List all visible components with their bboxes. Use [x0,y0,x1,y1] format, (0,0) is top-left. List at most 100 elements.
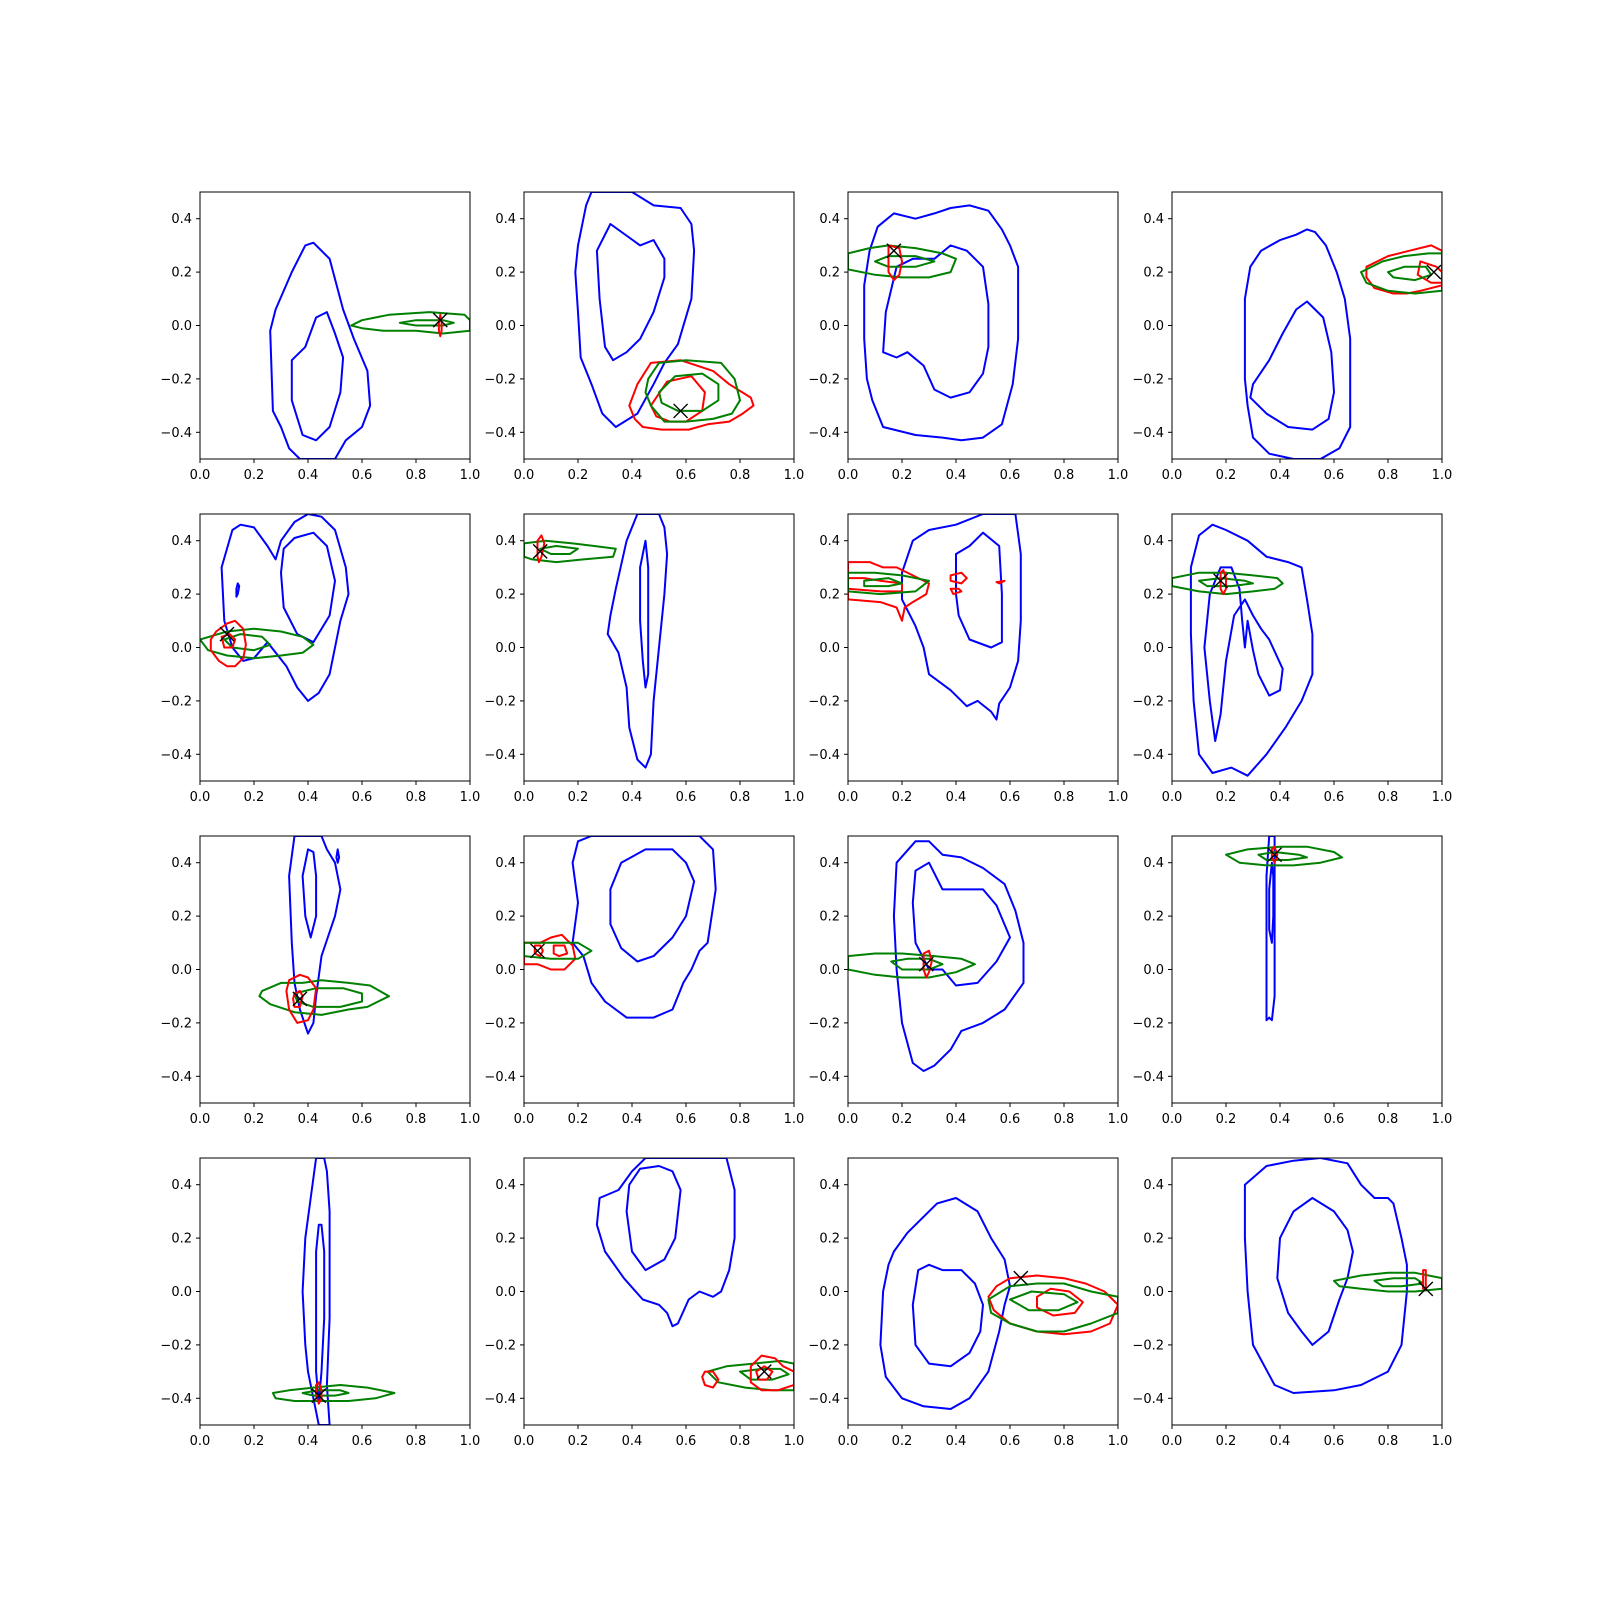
y-tick-label: 0.0 [171,963,192,978]
x-tick-label: 1.0 [460,468,481,483]
x-tick-label: 0.2 [568,790,589,805]
x-tick-label: 1.0 [1108,1112,1129,1127]
x-marker [918,956,934,972]
x-tick-label: 0.8 [730,790,751,805]
x-tick-label: 0.6 [352,468,373,483]
contour-green-3 [1225,845,1344,867]
y-tick-label: −0.4 [808,1070,840,1085]
x-tick-label: 0.8 [1378,1434,1399,1449]
x-tick-label: 0.4 [298,1434,319,1449]
y-tick-label: 0.4 [819,212,840,227]
y-tick-label: −0.2 [160,1338,192,1353]
y-tick-label: −0.4 [1132,1070,1164,1085]
contour-blue-2 [639,539,650,689]
contour-red-4 [1416,260,1442,284]
y-tick-label: 0.4 [495,212,516,227]
x-tick-label: 0.6 [676,790,697,805]
x-marker [1213,573,1229,589]
contour-green-3 [706,1359,794,1392]
contour-blue-1 [1243,228,1352,459]
x-marker [532,543,548,559]
x-tick-label: 0.4 [622,1434,643,1449]
x-tick-label: 0.4 [622,1112,643,1127]
x-tick-label: 0.8 [406,1434,427,1449]
contour-red-6 [285,973,318,1024]
x-tick-label: 0.2 [244,1112,265,1127]
plot-area [848,204,1020,442]
x-tick-label: 0.6 [676,468,697,483]
contour-red-4 [848,577,903,593]
contour-green-4 [1257,851,1308,861]
x-tick-label: 0.4 [298,790,319,805]
y-tick-label: 0.4 [819,1178,840,1193]
x-tick-label: 0.6 [1324,1112,1345,1127]
contour-blue-3 [235,582,241,598]
contour-green-3 [524,539,617,564]
x-tick-label: 0.6 [676,1434,697,1449]
x-tick-label: 0.8 [730,1112,751,1127]
x-tick-label: 1.0 [784,1434,805,1449]
contour-blue-1 [220,514,350,702]
x-tick-label: 0.6 [1324,790,1345,805]
x-tick-label: 0.2 [568,1112,589,1127]
contour-red-4 [533,944,544,958]
y-tick-label: 0.0 [819,1285,840,1300]
contour-blue-1 [901,514,1022,721]
x-tick-label: 0.4 [946,790,967,805]
x-tick-label: 0.4 [622,468,643,483]
contour-red-3 [848,561,930,622]
x-tick-label: 1.0 [784,1112,805,1127]
x-tick-label: 0.2 [244,790,265,805]
contour-blue-2 [609,848,696,963]
x-tick-label: 0.6 [1324,1434,1345,1449]
x-tick-label: 0.0 [1162,1112,1183,1127]
y-tick-label: −0.4 [160,748,192,763]
contour-blue-1 [879,1197,1011,1410]
subplot-1: 0.0 0.2 0.4 0.6 0.8 1.0 −0.4 −0.2 0.0 0.2 0.4 [160,191,481,483]
contour-blue-2 [280,531,336,644]
y-tick-label: 0.0 [495,319,516,334]
subplot-9: 0.0 0.2 0.4 0.6 0.8 1.0 −0.4 −0.2 0.0 0.2 0.4 [160,835,480,1127]
y-tick-label: −0.2 [1132,1016,1164,1031]
contour-green-4 [398,319,455,327]
plot-area [524,514,669,769]
y-tick-label: 0.0 [819,319,840,334]
y-tick-label: 0.2 [171,266,192,281]
y-tick-label: 0.2 [171,1232,192,1247]
plot-area [258,836,390,1035]
y-tick-label: 0.4 [495,534,516,549]
subplot-14: 0.0 0.2 0.4 0.6 0.8 1.0 −0.4 −0.2 0.0 0.2 0.4 [484,1157,805,1449]
x-tick-label: 0.4 [946,1112,967,1127]
y-tick-label: 0.0 [171,641,192,656]
y-tick-label: 0.2 [171,588,192,603]
x-tick-label: 0.4 [946,1434,967,1449]
contour-blue-3 [335,848,341,864]
x-tick-label: 0.0 [514,1112,535,1127]
contour-red-5 [701,1370,720,1389]
x-tick-label: 0.6 [1000,1434,1021,1449]
x-tick-label: 0.2 [244,468,265,483]
y-tick-label: 0.4 [1143,856,1164,871]
contour-blue-1 [606,514,669,769]
contour-green-6 [524,941,593,960]
x-tick-label: 0.2 [568,1434,589,1449]
plot-area [848,840,1025,1072]
subplot-7: 0.0 0.2 0.4 0.6 0.8 1.0 −0.4 −0.2 0.0 0.2 0.4 [808,513,1128,805]
contour-red-4 [1036,1287,1084,1317]
contour-blue-2 [595,223,666,362]
x-tick-label: 1.0 [460,790,481,805]
x-tick-label: 0.4 [1270,790,1291,805]
contour-red-6 [209,619,247,668]
y-tick-label: 0.0 [171,1285,192,1300]
y-tick-label: 0.2 [495,266,516,281]
y-tick-label: 0.4 [171,1178,192,1193]
contour-blue-2 [290,311,345,442]
contour-green-4 [301,1389,350,1397]
y-tick-label: −0.2 [160,694,192,709]
y-tick-label: 0.4 [495,856,516,871]
contour-green-3 [350,311,470,335]
subplot-16: 0.0 0.2 0.4 0.6 0.8 1.0 −0.4 −0.2 0.0 0.2 0.4 [1132,1157,1452,1449]
y-tick-label: 0.0 [819,963,840,978]
x-tick-label: 0.6 [352,790,373,805]
